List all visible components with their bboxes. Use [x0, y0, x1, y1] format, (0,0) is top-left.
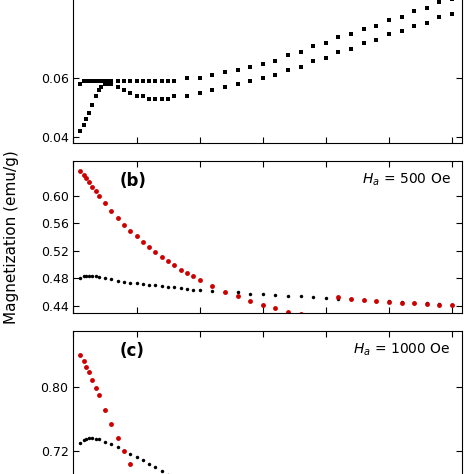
Text: $H_a$ = 1000 Oe: $H_a$ = 1000 Oe: [353, 342, 450, 358]
Text: (c): (c): [120, 342, 145, 360]
Text: (b): (b): [120, 172, 147, 190]
Text: $H_a$ = 500 Oe: $H_a$ = 500 Oe: [362, 172, 450, 188]
Text: Magnetization (emu/g): Magnetization (emu/g): [4, 150, 19, 324]
